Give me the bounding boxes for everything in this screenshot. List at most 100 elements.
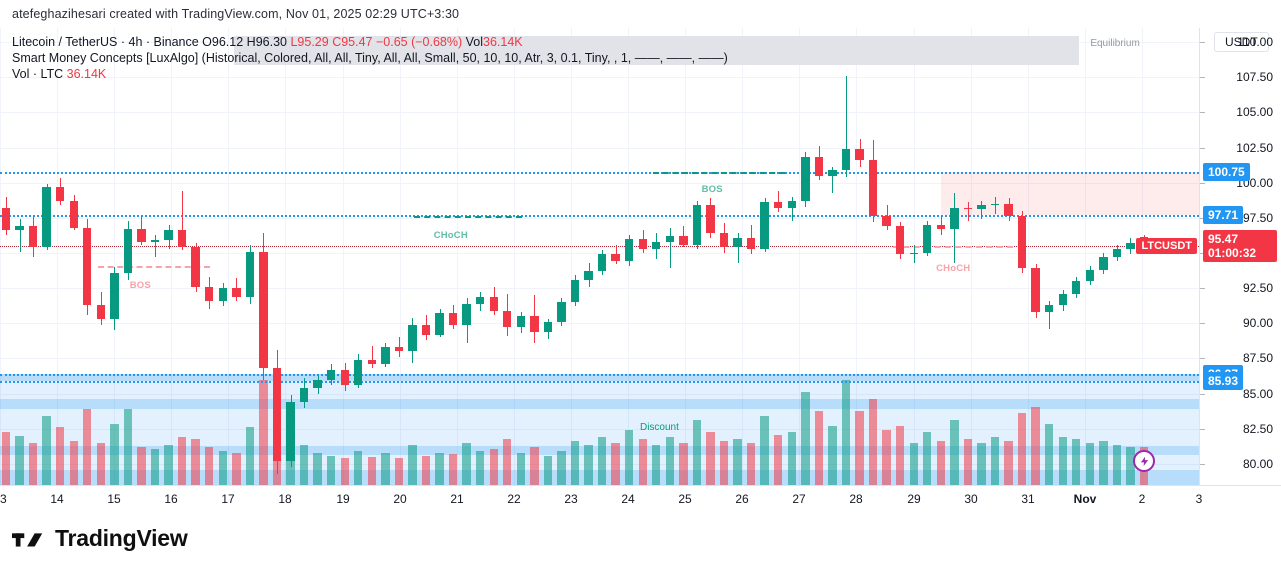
candle-body[interactable]: [1072, 281, 1081, 294]
candle-body[interactable]: [557, 302, 566, 322]
price-axis-badge-100.75[interactable]: 100.75: [1203, 163, 1250, 182]
candle-body[interactable]: [272, 368, 282, 462]
candle-body[interactable]: [299, 387, 309, 403]
candle-body[interactable]: [286, 402, 295, 462]
candle-body[interactable]: [855, 148, 864, 161]
candle-body[interactable]: [977, 205, 986, 210]
candle-body[interactable]: [706, 205, 715, 234]
legend-symbol-row[interactable]: Litecoin / TetherUS · 4h · Binance O96.1…: [12, 34, 728, 50]
candle-body[interactable]: [164, 230, 173, 241]
candle-body[interactable]: [625, 238, 634, 262]
candle-body[interactable]: [326, 369, 336, 380]
legend-volume-row[interactable]: Vol · LTC 36.14K: [12, 66, 728, 82]
candle-body[interactable]: [110, 272, 119, 320]
candle-body[interactable]: [868, 160, 878, 217]
candle-body[interactable]: [814, 157, 824, 176]
candle-body[interactable]: [503, 310, 512, 328]
candle-body[interactable]: [69, 200, 78, 228]
lightning-badge[interactable]: [1133, 450, 1156, 473]
price-axis-badge-97.71[interactable]: 97.71: [1203, 205, 1244, 224]
candle-body[interactable]: [232, 288, 241, 297]
candle-body[interactable]: [354, 359, 363, 386]
candle-body[interactable]: [489, 296, 498, 311]
candle-body[interactable]: [1126, 243, 1135, 249]
candle-body[interactable]: [191, 247, 200, 287]
candle-body[interactable]: [543, 321, 553, 332]
candle-body[interactable]: [367, 359, 376, 365]
price-axis[interactable]: USDT 110.00 107.50 105.00 102.50 100.00 97.50…: [1199, 28, 1281, 485]
candle-body[interactable]: [895, 226, 905, 255]
volume-bar: [828, 426, 837, 485]
candle-body[interactable]: [1085, 269, 1095, 282]
time-axis-label: 14: [50, 492, 64, 506]
candle-body[interactable]: [1112, 248, 1122, 258]
candle-body[interactable]: [597, 254, 607, 272]
candle-body[interactable]: [421, 324, 431, 335]
candle-body[interactable]: [1058, 293, 1067, 305]
candle-body[interactable]: [435, 313, 444, 335]
candle-body[interactable]: [381, 347, 390, 365]
candle-body[interactable]: [516, 316, 526, 328]
candle-body[interactable]: [679, 236, 688, 245]
candle-body[interactable]: [1044, 305, 1054, 313]
candle-body[interactable]: [638, 238, 647, 249]
candle-body[interactable]: [652, 241, 661, 249]
candle-body[interactable]: [205, 286, 214, 301]
candle-body[interactable]: [123, 229, 133, 273]
candle-body[interactable]: [408, 324, 417, 352]
candle-body[interactable]: [462, 303, 471, 325]
candle-body[interactable]: [787, 200, 796, 208]
candle-body[interactable]: [83, 227, 92, 305]
candle-body[interactable]: [313, 379, 322, 388]
candle-body[interactable]: [259, 251, 268, 369]
candle-body[interactable]: [530, 316, 539, 332]
candle-body[interactable]: [1099, 257, 1108, 270]
candle-body[interactable]: [1004, 203, 1013, 217]
gridline-horizontal: [0, 288, 1199, 290]
candle-body[interactable]: [340, 369, 349, 386]
candle-body[interactable]: [42, 186, 51, 248]
chart-plot-area[interactable]: BOS CHoCH BOS CHoCH Equilibrium Discount LTCUS…: [0, 28, 1199, 485]
candle-body[interactable]: [55, 186, 65, 201]
candle-body[interactable]: [584, 271, 593, 280]
price-axis-badge-85.93[interactable]: 85.93: [1203, 371, 1244, 390]
candle-body[interactable]: [746, 237, 756, 249]
candle-body[interactable]: [841, 148, 851, 170]
candle-body[interactable]: [828, 170, 837, 176]
candle-body[interactable]: [923, 224, 932, 253]
candle-body[interactable]: [665, 236, 675, 242]
candle-body[interactable]: [611, 254, 620, 262]
candle-body[interactable]: [801, 157, 810, 201]
candle-body[interactable]: [1, 207, 11, 231]
candle-body[interactable]: [882, 216, 891, 227]
candle-body[interactable]: [394, 347, 404, 352]
candle-body[interactable]: [448, 313, 458, 325]
candle-body[interactable]: [570, 279, 580, 303]
candle-body[interactable]: [760, 202, 769, 249]
candle-body[interactable]: [15, 226, 24, 231]
candle-body[interactable]: [692, 205, 702, 245]
candle-body[interactable]: [28, 226, 38, 248]
candle-body[interactable]: [150, 240, 160, 242]
candle-body[interactable]: [719, 233, 729, 248]
volume-bar: [963, 438, 973, 485]
candle-body[interactable]: [218, 288, 227, 301]
candle-body[interactable]: [950, 207, 959, 230]
candle-body[interactable]: [963, 207, 973, 210]
candle-body[interactable]: [475, 296, 485, 304]
candle-body[interactable]: [990, 203, 1000, 206]
candle-body[interactable]: [1017, 216, 1027, 269]
candle-body[interactable]: [96, 305, 106, 320]
candle-body[interactable]: [1031, 268, 1040, 313]
candle-body[interactable]: [245, 251, 255, 297]
candle-body[interactable]: [733, 237, 742, 248]
candle-body[interactable]: [774, 202, 783, 208]
candle-body[interactable]: [936, 224, 945, 230]
symbol-price-tag[interactable]: LTCUSDT: [1136, 238, 1197, 255]
candle-body[interactable]: [177, 230, 187, 248]
candle-body[interactable]: [137, 229, 146, 242]
time-axis[interactable]: 13141516171819202122232425262728293031No…: [0, 485, 1281, 511]
last-price-badge[interactable]: 95.47 01:00:32: [1203, 230, 1277, 263]
candle-body[interactable]: [909, 252, 918, 255]
legend-indicator-row[interactable]: Smart Money Concepts [LuxAlgo] (Historic…: [12, 50, 728, 66]
